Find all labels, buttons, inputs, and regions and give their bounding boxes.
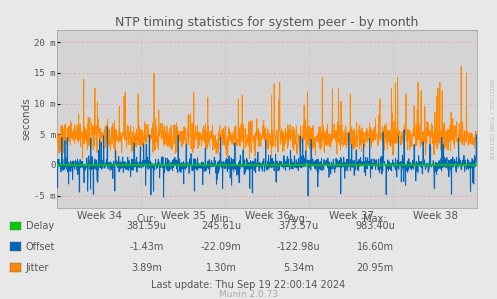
Text: Last update: Thu Sep 19 22:00:14 2024: Last update: Thu Sep 19 22:00:14 2024 xyxy=(152,280,345,290)
Text: 3.89m: 3.89m xyxy=(131,263,162,273)
Text: Offset: Offset xyxy=(26,242,55,252)
Text: Cur:: Cur: xyxy=(137,214,157,224)
Text: Max:: Max: xyxy=(363,214,387,224)
Y-axis label: seconds: seconds xyxy=(21,97,31,140)
Text: Munin 2.0.73: Munin 2.0.73 xyxy=(219,290,278,299)
Title: NTP timing statistics for system peer - by month: NTP timing statistics for system peer - … xyxy=(115,16,419,29)
Text: 373.57u: 373.57u xyxy=(278,221,318,231)
Text: 1.30m: 1.30m xyxy=(206,263,237,273)
Text: 983.40u: 983.40u xyxy=(355,221,395,231)
Text: 16.60m: 16.60m xyxy=(357,242,394,252)
Text: 5.34m: 5.34m xyxy=(283,263,314,273)
Text: Jitter: Jitter xyxy=(26,263,49,273)
Text: 245.61u: 245.61u xyxy=(201,221,241,231)
Text: Min:: Min: xyxy=(211,214,232,224)
Text: 20.95m: 20.95m xyxy=(357,263,394,273)
Text: Avg:: Avg: xyxy=(288,214,309,224)
Text: RRDTOOL / TOBI OETIKER: RRDTOOL / TOBI OETIKER xyxy=(488,79,493,160)
Text: -22.09m: -22.09m xyxy=(201,242,242,252)
Text: Delay: Delay xyxy=(26,221,54,231)
Text: 381.59u: 381.59u xyxy=(127,221,166,231)
Text: -122.98u: -122.98u xyxy=(276,242,320,252)
Text: -1.43m: -1.43m xyxy=(129,242,164,252)
